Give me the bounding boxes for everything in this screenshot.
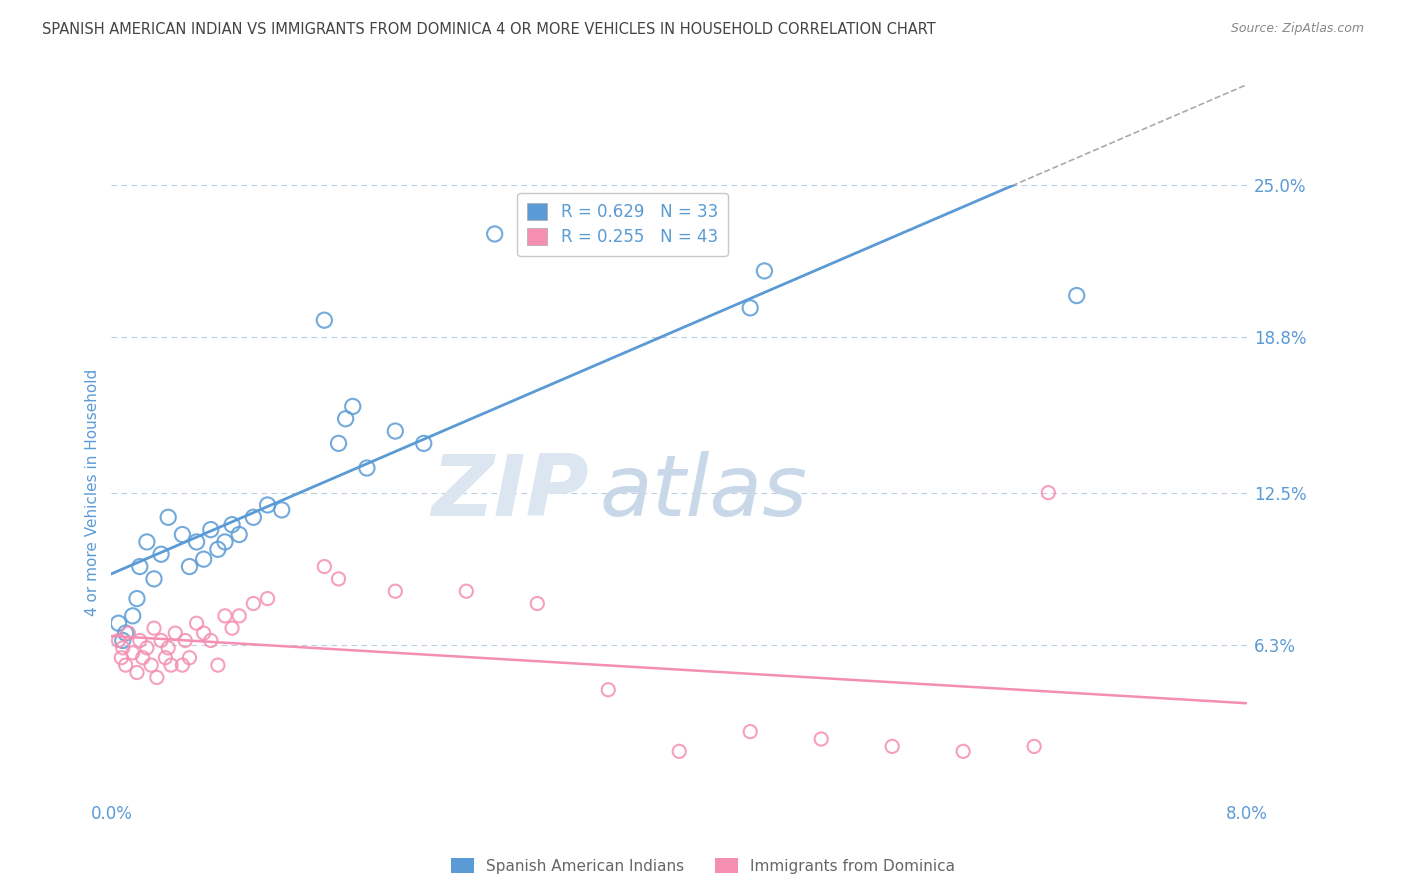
Point bbox=[740, 301, 762, 315]
Point bbox=[740, 724, 762, 739]
Point bbox=[131, 650, 153, 665]
Point bbox=[328, 436, 350, 450]
Point bbox=[110, 650, 132, 665]
Point bbox=[214, 535, 236, 549]
Point bbox=[598, 682, 620, 697]
Point bbox=[228, 527, 250, 541]
Text: ZIP: ZIP bbox=[430, 451, 588, 534]
Point bbox=[135, 640, 157, 655]
Point bbox=[270, 503, 292, 517]
Point bbox=[179, 650, 201, 665]
Point bbox=[160, 658, 183, 673]
Legend: R = 0.629   N = 33, R = 0.255   N = 43: R = 0.629 N = 33, R = 0.255 N = 43 bbox=[517, 193, 728, 256]
Point bbox=[335, 411, 357, 425]
Point bbox=[1066, 288, 1088, 302]
Point bbox=[172, 527, 194, 541]
Point bbox=[242, 597, 264, 611]
Point bbox=[114, 626, 136, 640]
Point bbox=[186, 616, 208, 631]
Point bbox=[952, 744, 974, 758]
Point bbox=[125, 591, 148, 606]
Point bbox=[193, 626, 215, 640]
Point bbox=[111, 640, 134, 655]
Point bbox=[484, 227, 506, 241]
Point bbox=[121, 646, 143, 660]
Point bbox=[207, 658, 229, 673]
Point bbox=[314, 559, 336, 574]
Point bbox=[135, 535, 157, 549]
Point bbox=[200, 523, 222, 537]
Point bbox=[111, 633, 134, 648]
Point bbox=[172, 658, 194, 673]
Point bbox=[221, 517, 243, 532]
Point bbox=[1038, 485, 1060, 500]
Point bbox=[221, 621, 243, 635]
Text: Source: ZipAtlas.com: Source: ZipAtlas.com bbox=[1230, 22, 1364, 36]
Text: atlas: atlas bbox=[600, 451, 807, 534]
Point bbox=[117, 626, 139, 640]
Point bbox=[125, 665, 148, 680]
Point bbox=[193, 552, 215, 566]
Point bbox=[107, 633, 129, 648]
Point bbox=[200, 633, 222, 648]
Point bbox=[256, 498, 278, 512]
Point bbox=[456, 584, 478, 599]
Point bbox=[882, 739, 904, 754]
Point bbox=[143, 621, 166, 635]
Point bbox=[150, 547, 173, 561]
Point bbox=[174, 633, 197, 648]
Point bbox=[141, 658, 163, 673]
Point bbox=[107, 616, 129, 631]
Point bbox=[242, 510, 264, 524]
Point bbox=[342, 400, 364, 414]
Point bbox=[179, 559, 201, 574]
Point bbox=[214, 608, 236, 623]
Point bbox=[186, 535, 208, 549]
Point bbox=[150, 633, 173, 648]
Point bbox=[146, 670, 169, 684]
Point bbox=[384, 424, 406, 438]
Point bbox=[668, 744, 690, 758]
Text: SPANISH AMERICAN INDIAN VS IMMIGRANTS FROM DOMINICA 4 OR MORE VEHICLES IN HOUSEH: SPANISH AMERICAN INDIAN VS IMMIGRANTS FR… bbox=[42, 22, 936, 37]
Point bbox=[328, 572, 350, 586]
Point bbox=[754, 264, 776, 278]
Point bbox=[165, 626, 187, 640]
Point bbox=[128, 559, 150, 574]
Point bbox=[314, 313, 336, 327]
Point bbox=[114, 658, 136, 673]
Point bbox=[121, 608, 143, 623]
Point bbox=[412, 436, 434, 450]
Point bbox=[384, 584, 406, 599]
Point bbox=[810, 732, 832, 747]
Point bbox=[157, 510, 180, 524]
Point bbox=[157, 640, 180, 655]
Point bbox=[143, 572, 166, 586]
Point bbox=[128, 633, 150, 648]
Point bbox=[228, 608, 250, 623]
Point bbox=[256, 591, 278, 606]
Point bbox=[207, 542, 229, 557]
Point bbox=[1024, 739, 1046, 754]
Point bbox=[155, 650, 177, 665]
Y-axis label: 4 or more Vehicles in Household: 4 or more Vehicles in Household bbox=[86, 369, 100, 616]
Point bbox=[526, 597, 548, 611]
Point bbox=[356, 461, 378, 475]
Legend: Spanish American Indians, Immigrants from Dominica: Spanish American Indians, Immigrants fro… bbox=[444, 852, 962, 880]
